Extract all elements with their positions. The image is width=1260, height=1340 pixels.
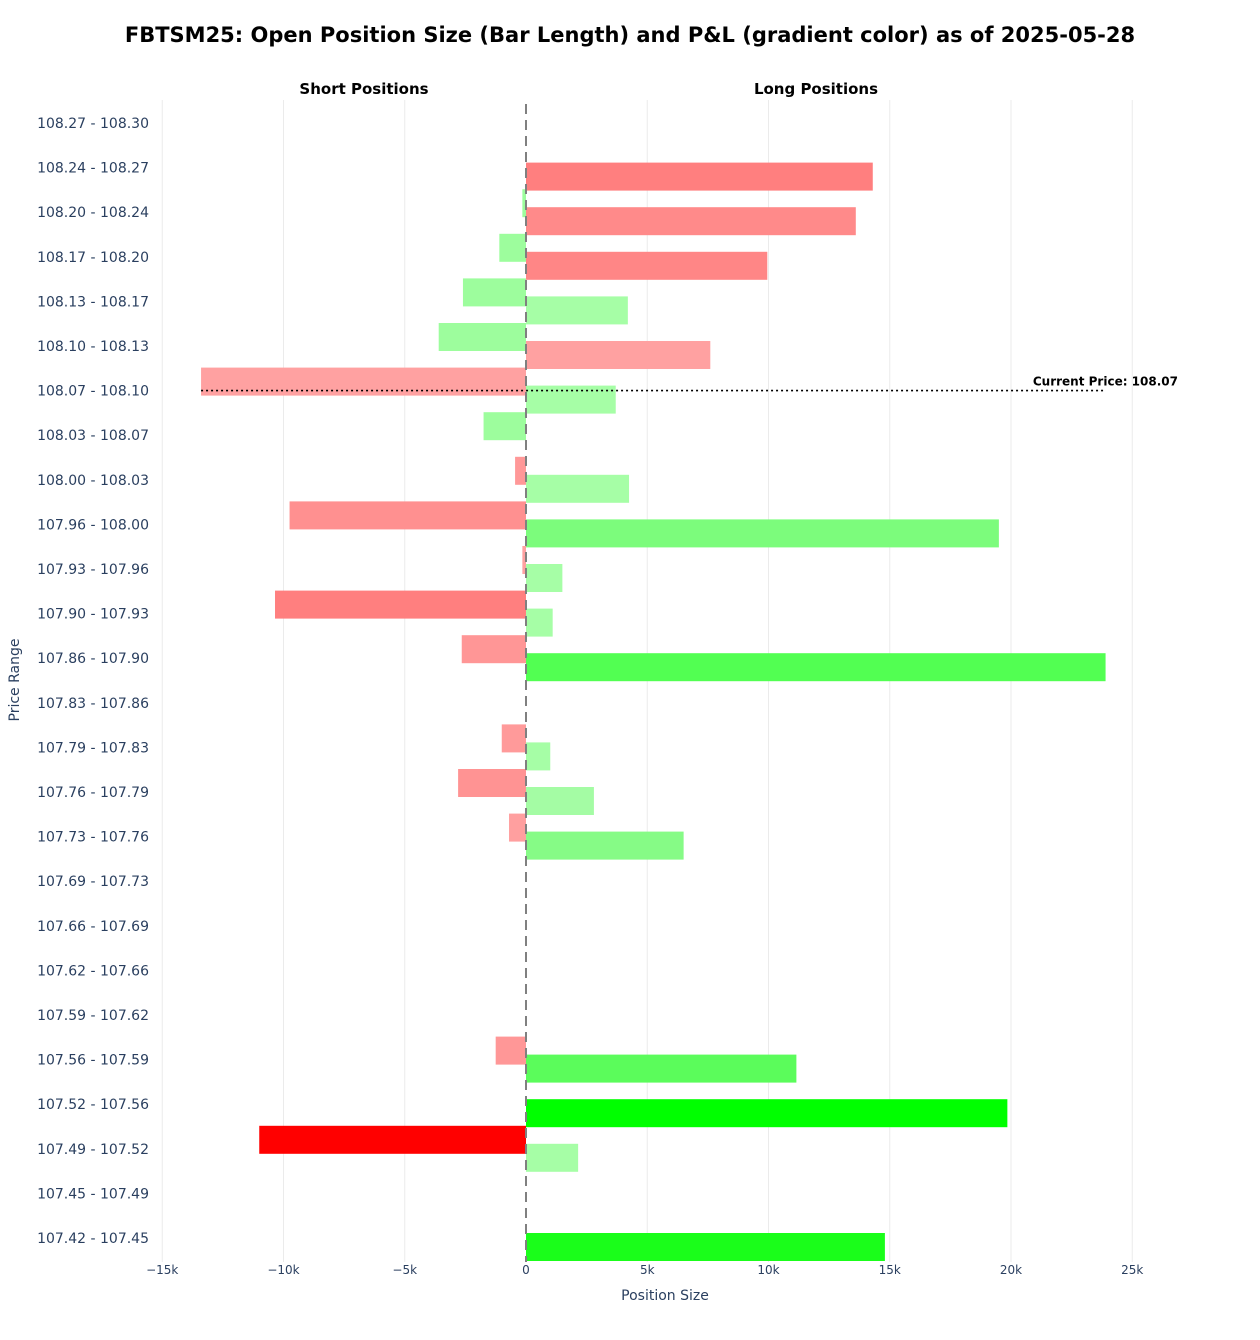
y-tick-label: 107.96 - 108.00 [37, 517, 149, 533]
short-bar-108-20-108-24 [522, 189, 526, 218]
short-bar-107-56-107-59 [495, 1036, 526, 1065]
y-tick-label: 107.56 - 107.59 [37, 1053, 149, 1069]
long-bar-107-93-107-96 [526, 564, 563, 592]
short-bar-107-73-107-76 [509, 813, 526, 842]
x-tick-label: −10k [267, 1263, 299, 1277]
x-tick-label: 15k [879, 1263, 901, 1277]
short-bar-108-10-108-13 [438, 323, 526, 351]
y-tick-label: 107.76 - 107.79 [37, 785, 149, 801]
long-bar-108-07-108-10 [526, 385, 616, 414]
long-bar-107-86-107-90 [526, 653, 1106, 682]
long-bar-107-56-107-59 [526, 1054, 797, 1083]
x-axis-ticks: −15k −10k −5k 0 5k 10k 15k 20k 25k [146, 1263, 1143, 1277]
short-bar-107-49-107-52 [259, 1125, 526, 1154]
long-bar-107-90-107-93 [526, 608, 553, 637]
y-tick-label: 107.42 - 107.45 [37, 1231, 149, 1247]
short-bar-107-79-107-83 [501, 724, 526, 753]
x-axis-title: Position Size [621, 1288, 709, 1304]
chart-title: FBTSM25: Open Position Size (Bar Length)… [125, 23, 1135, 47]
bars [201, 162, 1106, 1261]
long-bar-107-76-107-79 [526, 787, 594, 815]
long-bar-107-96-108-00 [526, 519, 999, 548]
y-tick-label: 107.73 - 107.76 [37, 830, 149, 846]
long-bar-108-00-108-03 [526, 474, 630, 503]
long-positions-label: Long Positions [754, 80, 878, 98]
short-bar-108-03-108-07 [483, 412, 526, 441]
y-tick-label: 108.17 - 108.20 [37, 250, 149, 266]
y-tick-label: 107.66 - 107.69 [37, 919, 149, 935]
x-tick-label: 10k [757, 1263, 779, 1277]
y-axis-ticks: 108.27 - 108.30 108.24 - 108.27 108.20 - 1… [37, 116, 149, 1247]
y-tick-label: 108.13 - 108.17 [37, 294, 149, 310]
y-tick-label: 107.59 - 107.62 [37, 1008, 149, 1024]
short-bar-108-13-108-17 [462, 278, 526, 307]
y-tick-label: 107.86 - 107.90 [37, 651, 149, 667]
long-bar-107-73-107-76 [526, 831, 684, 860]
long-bar-107-52-107-56 [526, 1099, 1008, 1128]
short-bar-107-86-107-90 [461, 635, 526, 664]
short-bar-107-90-107-93 [275, 590, 526, 619]
short-bar-107-96-108-00 [289, 501, 526, 530]
short-bar-108-00-108-03 [515, 456, 526, 485]
x-tick-label: 5k [640, 1263, 655, 1277]
y-axis-title: Price Range [7, 639, 23, 722]
x-tick-label: 20k [1000, 1263, 1022, 1277]
long-bar-107-49-107-52 [526, 1143, 579, 1172]
y-tick-label: 108.07 - 108.10 [37, 384, 149, 400]
long-bar-108-17-108-20 [526, 251, 768, 280]
x-tick-label: −5k [392, 1263, 417, 1277]
y-tick-label: 107.90 - 107.93 [37, 607, 149, 623]
y-tick-label: 108.24 - 108.27 [37, 161, 149, 177]
y-tick-label: 107.83 - 107.86 [37, 696, 149, 712]
long-bar-108-13-108-17 [526, 296, 628, 325]
short-bar-108-17-108-20 [499, 233, 526, 262]
long-bar-107-79-107-83 [526, 742, 551, 771]
y-tick-label: 107.45 - 107.49 [37, 1186, 149, 1202]
current-price-annotation: Current Price: 108.07 [1033, 375, 1178, 389]
y-tick-label: 107.52 - 107.56 [37, 1097, 149, 1113]
x-tick-label: 25k [1121, 1263, 1143, 1277]
short-positions-label: Short Positions [299, 80, 428, 98]
y-tick-label: 107.49 - 107.52 [37, 1142, 149, 1158]
y-tick-label: 107.79 - 107.83 [37, 740, 149, 756]
long-bar-108-10-108-13 [526, 341, 711, 369]
y-tick-label: 108.20 - 108.24 [37, 205, 149, 221]
long-bar-108-24-108-27 [526, 162, 873, 191]
short-bar-107-93-107-96 [522, 546, 526, 574]
y-tick-label: 108.10 - 108.13 [37, 339, 149, 355]
long-bar-108-20-108-24 [526, 207, 856, 236]
short-bar-107-76-107-79 [458, 769, 526, 797]
long-bar-107-42-107-45 [526, 1233, 885, 1261]
y-tick-label: 107.93 - 107.96 [37, 562, 149, 578]
y-tick-label: 107.62 - 107.66 [37, 963, 149, 979]
y-tick-label: 108.27 - 108.30 [37, 116, 149, 132]
y-tick-label: 108.00 - 108.03 [37, 473, 149, 489]
x-tick-label: −15k [146, 1263, 178, 1277]
x-tick-label: 0 [522, 1263, 530, 1277]
y-tick-label: 107.69 - 107.73 [37, 874, 149, 890]
y-tick-label: 108.03 - 108.07 [37, 428, 149, 444]
reference-lines: Current Price: 108.07 [201, 104, 1178, 1262]
